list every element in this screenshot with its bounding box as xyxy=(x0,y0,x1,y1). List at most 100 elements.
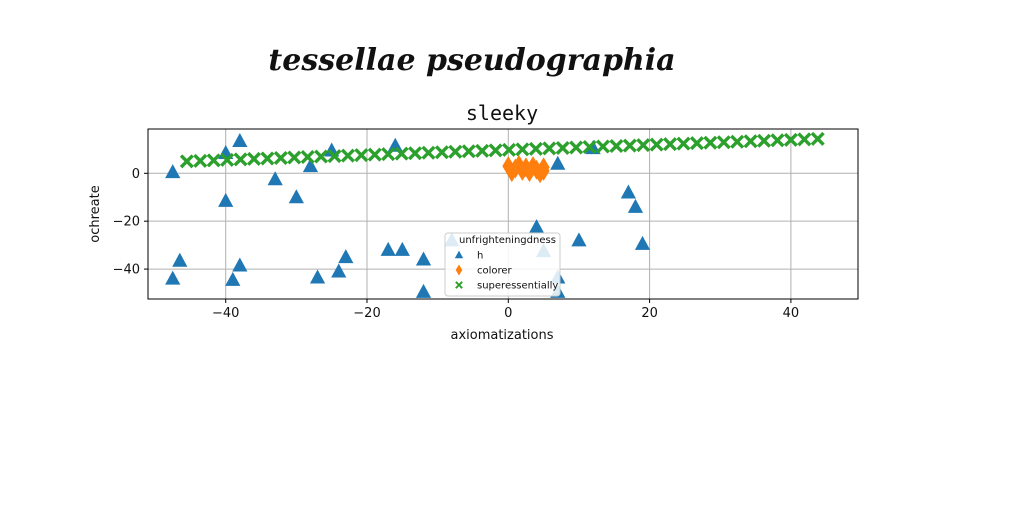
data-point-superessentially xyxy=(810,131,825,146)
data-point-superessentially xyxy=(622,138,637,153)
data-point-superessentially xyxy=(354,148,369,163)
data-point-superessentially xyxy=(757,133,772,148)
data-point-superessentially xyxy=(689,136,704,151)
data-point-superessentially xyxy=(273,150,288,165)
data-point-h xyxy=(165,270,181,285)
data-point-superessentially xyxy=(394,146,409,161)
data-point-h xyxy=(415,251,432,266)
legend-marker xyxy=(455,264,463,276)
data-point-superessentially xyxy=(314,149,329,164)
data-point-superessentially xyxy=(206,153,221,168)
data-point-superessentially xyxy=(367,147,382,162)
data-point-h xyxy=(232,257,248,272)
data-point-superessentially xyxy=(582,139,597,154)
data-point-superessentially xyxy=(381,147,396,162)
data-point-superessentially xyxy=(327,149,342,164)
data-point-superessentially xyxy=(528,141,543,156)
data-point-superessentially xyxy=(676,136,691,151)
data-point-superessentially xyxy=(716,135,731,150)
data-point-h xyxy=(309,269,326,284)
legend-entry-label: colorer xyxy=(477,266,513,277)
data-point-h xyxy=(165,164,181,179)
legend: unfrighteningdness h colorer superessential… xyxy=(444,232,561,297)
data-point-superessentially xyxy=(408,146,423,161)
data-point-superessentially xyxy=(287,150,302,165)
data-point-superessentially xyxy=(783,132,798,147)
data-point-h xyxy=(288,189,304,204)
data-point-h xyxy=(225,271,241,286)
data-point-superessentially xyxy=(179,154,194,169)
data-point-superessentially xyxy=(569,140,584,155)
data-point-superessentially xyxy=(340,148,355,163)
data-point-superessentially xyxy=(488,143,503,158)
data-point-superessentially xyxy=(770,133,785,148)
data-point-h xyxy=(387,137,403,152)
data-point-superessentially xyxy=(233,152,248,167)
data-point-h xyxy=(338,249,354,264)
x-axis-label: axiomatizations xyxy=(450,328,553,343)
plot-marks xyxy=(165,131,825,298)
y-tick-label: −20 xyxy=(113,215,140,230)
data-point-superessentially xyxy=(246,151,261,166)
data-point-superessentially xyxy=(515,142,530,157)
data-point-h xyxy=(394,241,410,256)
data-point-superessentially xyxy=(434,145,449,160)
data-point-superessentially xyxy=(730,134,745,149)
data-point-superessentially xyxy=(193,153,208,168)
x-tick-label: −20 xyxy=(353,306,380,321)
data-point-h xyxy=(620,184,636,199)
data-point-superessentially xyxy=(300,150,315,165)
data-point-superessentially xyxy=(663,137,678,152)
x-tick-label: 40 xyxy=(783,306,800,321)
x-tick-label: −40 xyxy=(212,306,239,321)
data-point-colorer xyxy=(537,160,550,181)
data-point-superessentially xyxy=(502,142,517,157)
data-point-h xyxy=(528,219,545,234)
legend-marker xyxy=(455,281,463,289)
legend-entry-label: h xyxy=(477,251,483,262)
data-point-h xyxy=(571,232,587,247)
data-point-superessentially xyxy=(743,134,758,149)
legend-entry-label: superessentially xyxy=(477,281,558,292)
x-tick-label: 20 xyxy=(641,306,658,321)
data-point-superessentially xyxy=(461,144,476,159)
data-point-superessentially xyxy=(555,140,570,155)
data-point-superessentially xyxy=(649,137,664,152)
data-point-superessentially xyxy=(421,145,436,160)
data-point-superessentially xyxy=(542,141,557,156)
data-point-h xyxy=(380,241,396,256)
data-point-superessentially xyxy=(220,152,235,167)
data-point-h xyxy=(302,158,319,173)
data-point-h xyxy=(550,155,566,170)
data-point-superessentially xyxy=(703,135,718,150)
legend-title: unfrighteningdness xyxy=(459,235,556,246)
data-point-h xyxy=(331,263,347,278)
y-axis-label: ochreate xyxy=(88,185,103,242)
data-point-h xyxy=(218,192,234,207)
data-point-h xyxy=(267,171,283,186)
y-tick-label: 0 xyxy=(132,167,140,182)
data-point-superessentially xyxy=(595,139,610,154)
data-point-superessentially xyxy=(448,144,463,159)
data-point-superessentially xyxy=(475,143,490,158)
data-point-superessentially xyxy=(797,132,812,147)
data-point-h xyxy=(415,283,432,298)
chart-title: sleeky xyxy=(466,101,538,125)
chart-suptitle: tessellae pseudographia xyxy=(268,43,675,78)
data-point-superessentially xyxy=(260,151,275,166)
plot-area-frame xyxy=(147,128,859,300)
data-point-colorer xyxy=(502,156,515,177)
data-point-h xyxy=(634,235,651,250)
legend-marker xyxy=(454,250,464,259)
data-point-h xyxy=(172,252,188,267)
data-point-superessentially xyxy=(636,138,651,153)
x-tick-label: 0 xyxy=(504,306,512,321)
data-point-superessentially xyxy=(609,139,624,154)
legend-box xyxy=(444,232,561,297)
axis-ticks: −40 −20 0 20 40 0 −20 −40 xyxy=(113,167,800,321)
data-point-h xyxy=(232,132,248,147)
y-tick-label: −40 xyxy=(113,263,140,278)
data-point-h xyxy=(627,198,644,213)
